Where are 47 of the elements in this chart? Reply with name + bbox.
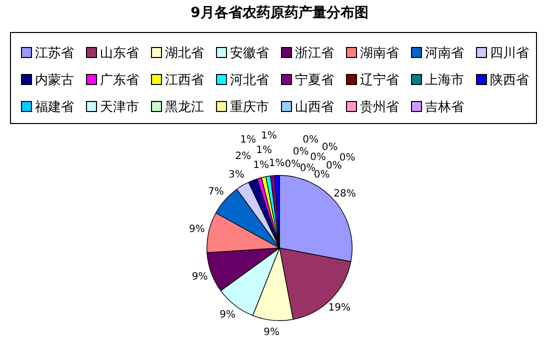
legend-label: 安徽省 xyxy=(230,44,269,62)
legend-label: 吉林省 xyxy=(425,98,464,116)
data-label: 9% xyxy=(264,326,280,338)
data-label: 1% xyxy=(260,130,277,142)
legend-label: 江苏省 xyxy=(35,44,74,62)
legend-label: 河北省 xyxy=(230,72,269,88)
data-label: 19% xyxy=(328,302,350,314)
text: 0% xyxy=(300,162,316,174)
data-label: 9% xyxy=(192,271,208,282)
data-label: 3% xyxy=(228,170,244,181)
legend-label: 上海市 xyxy=(425,72,464,88)
text: 0% xyxy=(326,160,342,172)
legend-label: 四川省 xyxy=(490,44,529,62)
legend-label: 内蒙古 xyxy=(35,72,74,88)
text: 0% xyxy=(339,152,356,164)
text: 0% xyxy=(314,169,330,180)
legend-label: 辽宁省 xyxy=(360,72,399,88)
legend-label: 河南省 xyxy=(425,44,464,62)
legend-label: 浙江省 xyxy=(295,44,334,62)
legend-label: 江西省 xyxy=(165,72,204,88)
legend-label: 宁夏省 xyxy=(295,72,334,88)
text: 0% xyxy=(310,152,326,163)
text: 0% xyxy=(302,134,318,146)
text: 0% xyxy=(284,158,301,170)
data-label: 7% xyxy=(208,186,224,198)
data-label: 1% xyxy=(240,134,256,146)
legend-label: 陕西省 xyxy=(490,72,529,88)
data-label: 9% xyxy=(188,224,205,236)
legend-label: 重庆市 xyxy=(230,98,269,116)
legend-label: 广东省 xyxy=(100,72,139,88)
data-label: 9% xyxy=(220,309,236,320)
legend-label: 山东省 xyxy=(100,44,139,62)
data-label: 1% xyxy=(256,145,272,156)
data-label: 1% xyxy=(253,160,269,171)
chart-title: 9月各省农药原药产量分布图 xyxy=(190,4,370,22)
legend-label: 黑龙江 xyxy=(165,98,204,116)
legend-label: 福建省 xyxy=(35,98,74,116)
legend-label: 贵州省 xyxy=(360,98,399,116)
legend-label: 天津市 xyxy=(100,98,139,116)
data-label: 1% xyxy=(268,158,285,169)
data-label: 2% xyxy=(235,150,252,162)
data-label: 28% xyxy=(334,188,356,200)
legend-label: 湖北省 xyxy=(165,44,204,62)
text: 0% xyxy=(292,146,309,158)
text: 0% xyxy=(322,142,338,153)
legend-label: 湖南省 xyxy=(360,44,399,62)
legend-label: 山西省 xyxy=(295,98,334,116)
